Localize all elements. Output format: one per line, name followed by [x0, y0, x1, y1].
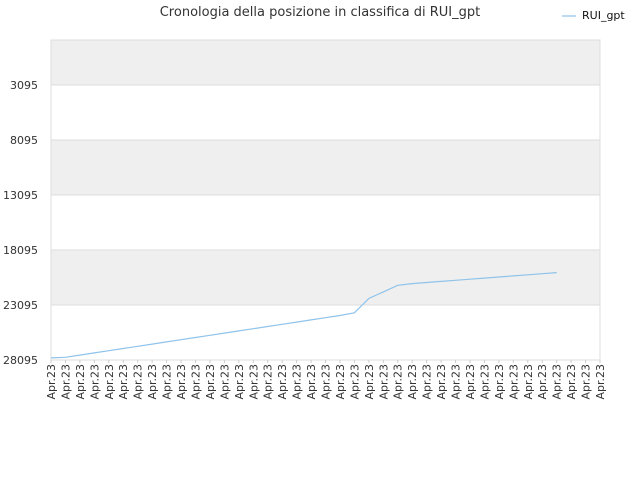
x-tick-label: Apr.23	[363, 364, 376, 400]
plot-band	[51, 305, 600, 360]
x-tick-label: Apr.23	[580, 364, 593, 400]
x-tick-label: Apr.23	[450, 364, 463, 400]
y-tick-label: 18095	[3, 244, 38, 257]
y-tick-label: 3095	[10, 79, 38, 92]
x-tick-label: Apr.23	[478, 364, 491, 400]
x-tick-label: Apr.23	[175, 364, 188, 400]
y-tick-label: 28095	[3, 354, 38, 367]
x-tick-label: Apr.23	[522, 364, 535, 400]
x-tick-label: Apr.23	[392, 364, 405, 400]
plot-band	[51, 195, 600, 251]
x-tick-label: Apr.23	[348, 364, 361, 400]
x-tick-label: Apr.23	[406, 364, 419, 400]
x-tick-label: Apr.23	[88, 364, 101, 400]
legend[interactable]: RUI_gpt	[562, 9, 625, 22]
x-tick-label: Apr.23	[189, 364, 202, 400]
x-tick-label: Apr.23	[161, 364, 174, 400]
y-tick-label: 8095	[10, 134, 38, 147]
x-tick-label: Apr.23	[507, 364, 520, 400]
x-tick-label: Apr.23	[117, 364, 130, 400]
x-tick-label: Apr.23	[146, 364, 159, 400]
x-tick-label: Apr.23	[464, 364, 477, 400]
x-tick-label: Apr.23	[377, 364, 390, 400]
x-tick-label: Apr.23	[233, 364, 246, 400]
chart-title: Cronologia della posizione in classifica…	[160, 5, 481, 20]
y-tick-label: 23095	[3, 299, 38, 312]
x-tick-label: Apr.23	[45, 364, 58, 400]
x-tick-label: Apr.23	[421, 364, 434, 400]
plot-band	[51, 250, 600, 306]
x-tick-label: Apr.23	[435, 364, 448, 400]
series-lines	[50, 272, 557, 359]
x-tick-label: Apr.23	[59, 364, 72, 400]
x-tick-label: Apr.23	[536, 364, 549, 400]
x-tick-label: Apr.23	[262, 364, 275, 400]
y-tick-label: 13095	[3, 189, 38, 202]
x-tick-label: Apr.23	[276, 364, 289, 400]
x-tick-label: Apr.23	[218, 364, 231, 400]
x-tick-label: Apr.23	[565, 364, 578, 400]
plot-bands	[51, 40, 600, 360]
plot-band	[51, 140, 600, 196]
x-tick-label: Apr.23	[291, 364, 304, 400]
series-line-RUI_gpt	[50, 272, 557, 359]
x-tick-label: Apr.23	[551, 364, 564, 400]
x-axis-ticks: Apr.23 Apr.23 Apr.23 Apr.23 Apr.23 Apr.23 Apr.…	[45, 360, 607, 400]
x-tick-label: Apr.23	[334, 364, 347, 400]
plot-band	[51, 85, 600, 141]
legend-label: RUI_gpt	[582, 9, 625, 22]
x-tick-label: Apr.23	[132, 364, 145, 400]
x-tick-label: Apr.23	[320, 364, 333, 400]
x-tick-label: Apr.23	[74, 364, 87, 400]
y-axis-ticks: 3095 8095 13095 18095 23095 28095	[3, 79, 38, 367]
plot-band	[51, 40, 600, 86]
x-tick-label: Apr.23	[493, 364, 506, 400]
x-tick-label: Apr.23	[247, 364, 260, 400]
x-tick-label: Apr.23	[204, 364, 217, 400]
x-tick-label: Apr.23	[305, 364, 318, 400]
x-tick-label: Apr.23	[103, 364, 116, 400]
x-tick-label: Apr.23	[594, 364, 607, 400]
